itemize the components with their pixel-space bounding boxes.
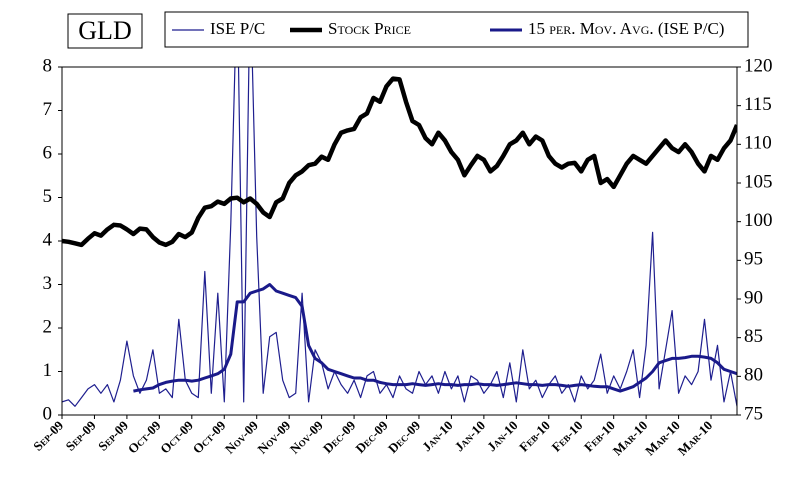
x-tick-label: Jan-10	[484, 418, 521, 455]
x-tick-label: Nov-09	[287, 417, 326, 456]
x-tick-label: Oct-09	[125, 417, 164, 456]
y-tick-label: 3	[43, 273, 53, 294]
x-tick-label: Dec-09	[320, 417, 359, 456]
x-tick-label: Sep-09	[63, 417, 99, 453]
y-tick-label: 5	[43, 186, 53, 207]
x-tick-label: Jan-10	[419, 418, 456, 455]
x-tick-label: Oct-09	[190, 417, 229, 456]
series-lines	[62, 67, 737, 407]
x-tick-label: Nov-09	[254, 417, 293, 456]
y2-tick-label: 80	[744, 365, 763, 386]
y-tick-label: 7	[43, 99, 53, 120]
y2-tick-label: 95	[744, 249, 763, 270]
x-tick-label: Dec-09	[385, 417, 424, 456]
y2-tick-label: 120	[744, 55, 773, 76]
y2-tick-label: 115	[744, 94, 772, 115]
legend-label: Stock Price	[328, 19, 411, 38]
y-tick-label: 6	[43, 142, 53, 163]
y2-tick-label: 110	[744, 133, 772, 154]
y2-tick-label: 100	[744, 210, 773, 231]
legend-label: ISE P/C	[210, 19, 265, 38]
y-tick-label: 8	[43, 55, 53, 76]
series-line	[133, 283, 737, 393]
y-tick-label: 0	[43, 403, 53, 424]
series-line	[62, 76, 737, 248]
x-tick-label: Dec-09	[352, 417, 391, 456]
chart-title: GLD	[78, 16, 131, 45]
x-tick-label: Mar-10	[642, 418, 683, 459]
y-tick-label: 2	[43, 316, 53, 337]
x-tick-label: Mar-10	[610, 418, 651, 459]
x-tick-label: Oct-09	[157, 417, 196, 456]
legend-label: 15 per. Mov. Avg. (ISE P/C)	[528, 19, 724, 38]
y-tick-label: 1	[43, 360, 53, 381]
legend: ISE P/C Stock Price 15 per. Mov. Avg. (ISE…	[172, 19, 724, 38]
y2-tick-label: 85	[744, 326, 763, 347]
x-tick-label: Feb-10	[548, 418, 585, 455]
title-box	[67, 13, 143, 49]
y-tick-label: 4	[43, 229, 53, 250]
x-tick-label: Mar-10	[675, 418, 716, 459]
x-tick-label: Nov-09	[222, 417, 261, 456]
y2-tick-label: 75	[744, 403, 763, 424]
plot-area	[62, 67, 737, 407]
plot-border	[61, 66, 738, 416]
y2-tick-label: 105	[744, 171, 773, 192]
x-tick-label: Jan-10	[451, 418, 488, 455]
y2-tick-label: 90	[744, 287, 763, 308]
legend-box	[164, 11, 749, 48]
x-tick-label: Feb-10	[516, 418, 553, 455]
series-line	[62, 67, 737, 407]
